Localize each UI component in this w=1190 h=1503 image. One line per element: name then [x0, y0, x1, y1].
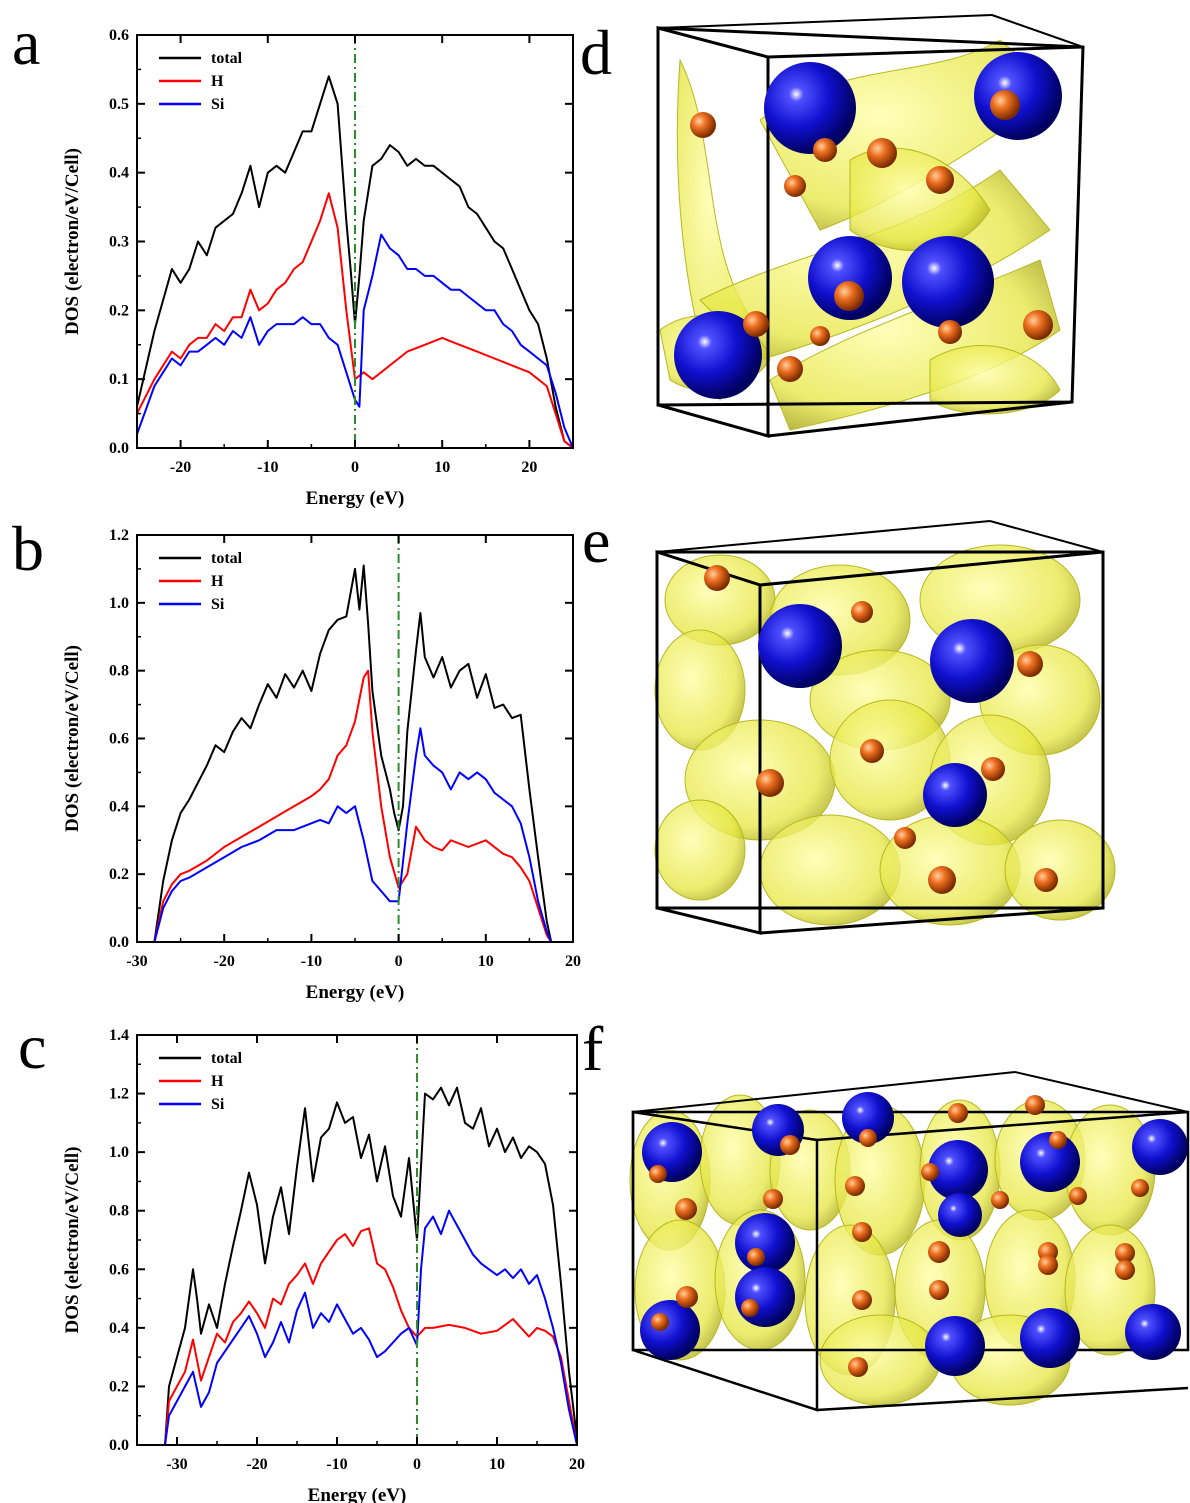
x-tick-label: 20: [569, 1456, 585, 1473]
series-line-total: [136, 75, 574, 449]
y-tick-label: 0.1: [109, 371, 129, 388]
y-tick-label: 0.6: [109, 27, 129, 44]
y-tick-label: 0.8: [109, 663, 129, 680]
y-tick-label: 0.2: [109, 302, 129, 319]
series-line-H: [153, 669, 553, 943]
y-tick-label: 1.4: [109, 1027, 129, 1044]
x-tick-label: 10: [478, 953, 494, 970]
x-tick-label: -20: [246, 1456, 267, 1473]
x-tick-label: -20: [170, 459, 191, 476]
y-tick-label: 0.0: [109, 1437, 129, 1454]
isosurface-f: [629, 1094, 1156, 1406]
y-axis-label: DOS (electron/eV/Cell): [62, 1147, 83, 1334]
y-tick-label: 1.2: [109, 527, 129, 544]
y-axis-label: DOS (electron/eV/Cell): [62, 148, 83, 335]
y-axis-label: DOS (electron/eV/Cell): [62, 645, 83, 832]
panel-letter-e: e: [582, 505, 610, 576]
series-line-Si: [153, 727, 553, 943]
y-tick-label: 0.5: [109, 96, 129, 113]
charge-density-structure-f: [629, 1071, 1190, 1412]
x-tick-label: -10: [326, 1456, 347, 1473]
silicon-atoms-d: [674, 52, 1062, 399]
legend-label-total: total: [211, 50, 243, 67]
y-tick-label: 0.3: [109, 234, 129, 251]
legend-label-total: total: [211, 550, 243, 567]
cell-box-d: [656, 14, 1085, 438]
y-tick-label: 0.6: [109, 1261, 129, 1278]
y-tick-label: 0.2: [109, 866, 129, 883]
x-tick-label: 0: [413, 1456, 421, 1473]
x-tick-label: 20: [565, 953, 581, 970]
charge-density-structure-d: [656, 14, 1085, 438]
charge-density-structure-e: [654, 520, 1116, 935]
legend-label-H: H: [211, 1073, 224, 1090]
panel-letter-c: c: [18, 1011, 46, 1082]
series-line-Si: [136, 233, 574, 449]
series-line-total: [164, 1086, 578, 1446]
legend-label-H: H: [211, 573, 224, 590]
series-line-Si: [164, 1209, 578, 1446]
dos-chart-a: -20 -10 0 10 20 0.0 0.1 0.2 0.3 0.4 0.5 0.6 Energy (…: [62, 27, 574, 509]
panel-letter-a: a: [12, 7, 40, 78]
plot-frame: [136, 534, 574, 943]
y-tick-label: 0.4: [109, 165, 129, 182]
x-tick-label: -30: [166, 1456, 187, 1473]
panel-letter-d: d: [580, 17, 612, 88]
x-tick-label: 20: [521, 459, 537, 476]
dos-chart-b: -30 -20 -10 0 10 20 0.0 0.2 0.4 0.6 0.8 1.0 1.2 Energ…: [62, 527, 581, 1003]
x-axis-label: Energy (eV): [306, 982, 405, 1003]
y-tick-label: 0.4: [109, 1320, 129, 1337]
x-axis-label: Energy (eV): [308, 1485, 407, 1503]
x-axis-label: Energy (eV): [306, 488, 405, 509]
series-line-H: [136, 192, 574, 449]
panel-letter-b: b: [12, 513, 44, 584]
y-tick-label: 1.0: [109, 595, 129, 612]
x-tick-label: -30: [126, 953, 147, 970]
x-tick-label: 10: [434, 459, 450, 476]
y-tick-label: 0.4: [109, 798, 129, 815]
hydrogen-atoms-f: [649, 1095, 1149, 1377]
x-tick-label: 10: [489, 1456, 505, 1473]
cell-box-f: [631, 1071, 1190, 1412]
y-tick-label: 0.2: [109, 1378, 129, 1395]
legend-label-Si: Si: [211, 596, 225, 613]
series-line-total: [153, 564, 553, 943]
legend-label-Si: Si: [211, 1096, 225, 1113]
y-tick-label: 1.2: [109, 1086, 129, 1103]
y-tick-label: 0.8: [109, 1203, 129, 1220]
x-tick-label: -20: [214, 953, 235, 970]
x-tick-label: 0: [351, 459, 359, 476]
y-tick-label: 0.6: [109, 731, 129, 748]
legend-label-Si: Si: [211, 96, 225, 113]
panel-letter-f: f: [582, 1013, 604, 1084]
x-tick-label: 0: [395, 953, 403, 970]
hydrogen-atoms-d: [690, 90, 1053, 382]
y-tick-label: 1.0: [109, 1144, 129, 1161]
y-tick-label: 0.0: [109, 934, 129, 951]
y-tick-label: 0.0: [109, 440, 129, 457]
series-line-H: [164, 1227, 578, 1446]
x-tick-label: -10: [257, 459, 278, 476]
legend-label-H: H: [211, 73, 224, 90]
dos-chart-c: -30 -20 -10 0 10 20 0.0 0.2 0.4 0.6 0.8 1.0 1.2 1.4 En…: [62, 1027, 585, 1503]
x-tick-label: -10: [301, 953, 322, 970]
silicon-atoms-e: [758, 604, 1014, 827]
legend-label-total: total: [211, 1050, 243, 1067]
hydrogen-atoms-e: [704, 565, 1058, 894]
